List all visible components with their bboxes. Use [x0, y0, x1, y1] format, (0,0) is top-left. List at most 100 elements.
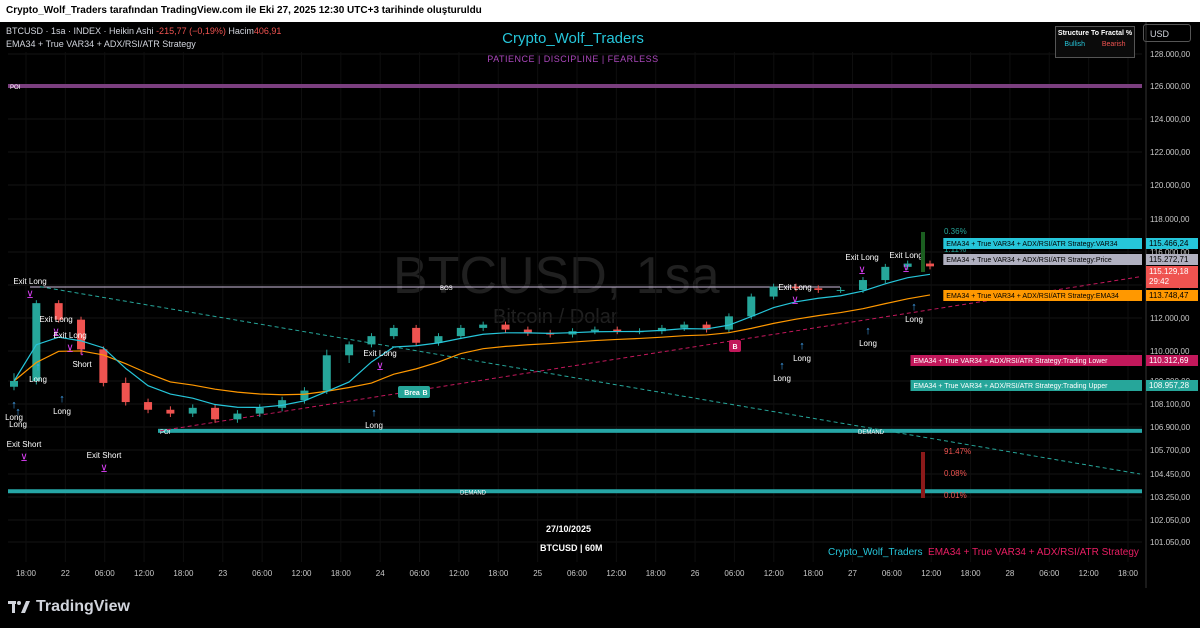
candle-body: [211, 407, 220, 420]
tradingview-logo[interactable]: TradingView: [8, 598, 130, 616]
indicator-label-text: EMA34 + True VAR34 + ADX/RSI/ATR Strateg…: [946, 293, 1119, 300]
price-tick-label: 101.050,00: [1150, 538, 1191, 547]
candle-body: [814, 288, 823, 290]
strategy-legend[interactable]: EMA34 + True VAR34 + ADX/RSI/ATR Strateg…: [6, 39, 196, 49]
price-tick-label: 110.000,00: [1150, 347, 1190, 356]
poi-zone-top: [8, 84, 1142, 88]
long-arrow-icon: ↑: [911, 301, 917, 313]
exit-marker-icon: ⊻: [26, 290, 33, 301]
symbol-info: BTCUSD · 1sa · INDEX · Heikin Ashi: [6, 26, 154, 36]
candle-body: [769, 286, 778, 297]
time-tick-label: 06:00: [95, 569, 116, 578]
candle-body: [412, 327, 421, 343]
trendline-up: [159, 276, 1141, 432]
fractal-bar-down: [921, 452, 925, 498]
poi-label-top: POI: [10, 85, 21, 91]
demand-zone-upper: [158, 428, 1142, 433]
signal-label: Exit Long: [39, 315, 72, 324]
tradingview-text: TradingView: [36, 598, 130, 615]
signal-label: Long: [9, 420, 27, 429]
signal-label: Exit Short: [7, 440, 42, 449]
candle-body: [613, 329, 622, 332]
candle-body: [523, 329, 532, 333]
ema34-line: [13, 294, 931, 396]
time-tick-label: 18:00: [173, 569, 194, 578]
var34-line: [13, 273, 931, 409]
indicator-label-text: EMA34 + True VAR34 + ADX/RSI/ATR Strateg…: [914, 383, 1109, 390]
exit-marker-icon: ⊻: [376, 362, 383, 373]
time-tick-label: 06:00: [252, 569, 273, 578]
demand-label-lower: DEMAND: [460, 490, 487, 496]
candle-body: [881, 266, 890, 281]
candle-body: [389, 327, 398, 337]
exit-marker-icon: ⊻: [66, 344, 73, 355]
chart-area[interactable]: BTCUSD, 1sa Bitcoin / Dolar 128.000,00 12…: [0, 22, 1200, 588]
indicator-label-bg: [910, 380, 1142, 391]
exit-marker-icon: ⊻: [791, 296, 798, 307]
indicator-label-text: EMA34 + True VAR34 + ADX/RSI/ATR Strateg…: [946, 241, 1117, 248]
price-tick-label: 118.000,00: [1150, 215, 1190, 224]
candle-body: [501, 324, 510, 330]
time-tick-label: 18:00: [16, 569, 37, 578]
time-tick-label: 18:00: [331, 569, 352, 578]
exit-marker-icon: ⊻: [52, 328, 59, 339]
price-tick-label: 104.450,00: [1150, 470, 1191, 479]
demand-zone-lower: [8, 489, 1142, 494]
time-tick-label: 24: [376, 569, 385, 578]
bos-label: BOS: [440, 286, 453, 292]
signal-label: Long: [905, 315, 923, 324]
currency-button[interactable]: USD: [1143, 24, 1191, 42]
candle-body: [747, 296, 756, 317]
time-tick-label: 18:00: [646, 569, 667, 578]
candle-body: [345, 344, 354, 356]
indicator-label-bg: [943, 238, 1142, 249]
price-tag-bg: [1146, 266, 1198, 288]
fractal-percent-label: 0.01%: [944, 491, 967, 500]
time-tick-label: 18:00: [488, 569, 509, 578]
candle-body: [32, 303, 41, 381]
signal-label: Long: [29, 375, 47, 384]
price-tag-bg: [1146, 238, 1198, 249]
candle-body: [926, 263, 934, 267]
time-tick-label: 12:00: [606, 569, 627, 578]
motto-text: PATIENCE | DISCIPLINE | FEARLESS: [487, 54, 659, 64]
price-tick-label: 112.000,00: [1150, 314, 1190, 323]
time-tick-label: 06:00: [882, 569, 903, 578]
long-arrow-icon: ↑: [59, 393, 65, 405]
price-tag-value: 113.748,47: [1149, 291, 1189, 300]
time-tick-label: 12:00: [921, 569, 942, 578]
structure-fractal-table: Structure To Fractal % Bullish Bearish: [1055, 26, 1135, 58]
volume-value: 406,91: [253, 26, 282, 36]
indicator-label-text: EMA34 + True VAR34 + ADX/RSI/ATR Strateg…: [914, 358, 1109, 365]
signal-badge-text: Brea: [404, 390, 420, 397]
price-tick-label: 116.000,00: [1150, 248, 1190, 257]
candle-body: [903, 263, 912, 267]
signal-label: Exit Long: [778, 283, 811, 292]
short-arrow-icon: ↓: [79, 346, 85, 358]
price-tick-label: 106.900,00: [1150, 423, 1191, 432]
candle-body: [657, 327, 666, 332]
price-tag-bg: [1146, 380, 1198, 391]
candle-body: [680, 324, 689, 328]
exit-marker-icon: ⊻: [902, 264, 909, 275]
indicator-label-bg: [943, 290, 1142, 301]
price-tag-bg: [1146, 355, 1198, 366]
symbol-legend[interactable]: BTCUSD · 1sa · INDEX · Heikin Ashi -215,…: [6, 26, 281, 36]
candle-body: [144, 402, 153, 410]
demand-label-upper: DEMAND: [858, 430, 885, 436]
price-tag-bg: [1146, 290, 1198, 301]
candle-body: [456, 327, 465, 337]
trendline-down: [39, 286, 1141, 475]
share-header: Crypto_Wolf_Traders tarafından TradingVi…: [0, 0, 1200, 22]
candle-body: [702, 324, 711, 330]
price-tag-value: 110.312,69: [1149, 356, 1189, 365]
time-tick-label: 12:00: [134, 569, 155, 578]
price-chart[interactable]: 128.000,00 126.000,00 124.000,00 122.000,00…: [0, 22, 1200, 588]
price-tag-bg: [1146, 254, 1198, 265]
indicator-label-bg: [910, 355, 1142, 366]
indicator-label-bg: [943, 254, 1142, 265]
price-tag-value: 115.272,71: [1149, 255, 1189, 264]
poi-label-bottom: POI: [160, 430, 171, 436]
footer: TradingView: [0, 588, 1200, 628]
signal-badge-text: B: [732, 344, 737, 351]
